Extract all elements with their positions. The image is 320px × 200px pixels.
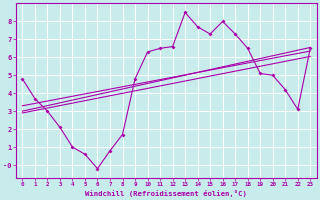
X-axis label: Windchill (Refroidissement éolien,°C): Windchill (Refroidissement éolien,°C) (85, 190, 247, 197)
